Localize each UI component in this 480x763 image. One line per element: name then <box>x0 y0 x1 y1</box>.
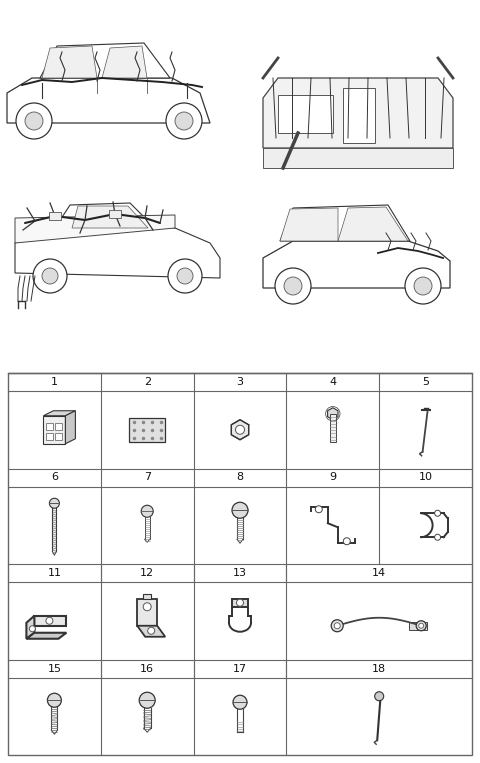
Circle shape <box>237 599 243 607</box>
Polygon shape <box>15 223 220 278</box>
Circle shape <box>166 103 202 139</box>
Text: 16: 16 <box>140 664 154 674</box>
Text: 3: 3 <box>237 377 243 387</box>
Polygon shape <box>137 626 165 637</box>
Circle shape <box>139 692 155 708</box>
Circle shape <box>284 277 302 295</box>
Text: 2: 2 <box>144 377 151 387</box>
Bar <box>409 622 427 629</box>
Text: 13: 13 <box>233 568 247 578</box>
Bar <box>8 373 472 755</box>
Polygon shape <box>72 206 148 228</box>
Polygon shape <box>232 599 248 607</box>
Circle shape <box>334 623 340 629</box>
Text: 6: 6 <box>51 472 58 482</box>
Bar <box>343 88 375 143</box>
Bar <box>5 8 230 183</box>
Bar <box>109 210 121 218</box>
Polygon shape <box>35 616 66 626</box>
Bar <box>55 433 62 439</box>
Bar <box>263 148 453 168</box>
Circle shape <box>175 112 193 130</box>
Polygon shape <box>263 241 450 288</box>
Circle shape <box>48 694 61 707</box>
Circle shape <box>375 692 384 700</box>
Circle shape <box>414 277 432 295</box>
Polygon shape <box>263 78 453 148</box>
Text: 9: 9 <box>329 472 336 482</box>
Circle shape <box>315 506 322 513</box>
Circle shape <box>434 510 441 517</box>
Circle shape <box>434 534 441 540</box>
Polygon shape <box>137 599 157 626</box>
Bar <box>47 433 53 439</box>
Circle shape <box>419 623 424 628</box>
Polygon shape <box>102 46 147 78</box>
Circle shape <box>29 626 36 632</box>
Polygon shape <box>15 215 175 243</box>
Polygon shape <box>55 203 155 228</box>
Circle shape <box>275 268 311 304</box>
Polygon shape <box>338 207 408 241</box>
Circle shape <box>25 112 43 130</box>
Bar <box>278 95 333 133</box>
Text: 7: 7 <box>144 472 151 482</box>
Text: 10: 10 <box>419 472 432 482</box>
Text: 12: 12 <box>140 568 154 578</box>
Text: 15: 15 <box>48 664 61 674</box>
Text: 1: 1 <box>51 377 58 387</box>
Circle shape <box>46 617 53 624</box>
Circle shape <box>236 425 244 434</box>
Bar <box>55 423 62 430</box>
Circle shape <box>405 268 441 304</box>
Text: 8: 8 <box>237 472 243 482</box>
Bar <box>52 504 57 551</box>
Text: 11: 11 <box>48 568 61 578</box>
Bar <box>47 423 53 430</box>
Polygon shape <box>65 410 75 444</box>
Circle shape <box>177 268 193 284</box>
Polygon shape <box>42 46 97 78</box>
Polygon shape <box>7 78 210 123</box>
Bar <box>49 212 61 220</box>
Polygon shape <box>40 43 170 78</box>
Text: 4: 4 <box>329 377 336 387</box>
Bar <box>5 193 230 368</box>
Text: 18: 18 <box>372 664 386 674</box>
Circle shape <box>49 498 60 508</box>
Circle shape <box>232 502 248 518</box>
Circle shape <box>143 603 151 610</box>
Bar <box>43 416 65 444</box>
Circle shape <box>148 627 155 634</box>
Circle shape <box>331 620 343 632</box>
Circle shape <box>343 538 350 545</box>
Polygon shape <box>26 616 35 639</box>
Circle shape <box>233 695 247 710</box>
Bar <box>240 193 475 368</box>
Polygon shape <box>231 420 249 439</box>
Text: 14: 14 <box>372 568 386 578</box>
Polygon shape <box>26 633 66 639</box>
Polygon shape <box>43 410 75 416</box>
Bar <box>143 594 151 599</box>
Circle shape <box>33 259 67 293</box>
Bar <box>330 414 336 442</box>
Circle shape <box>16 103 52 139</box>
Bar <box>129 418 165 442</box>
Polygon shape <box>328 407 338 420</box>
Circle shape <box>141 505 153 517</box>
Bar <box>240 8 475 183</box>
Circle shape <box>416 621 426 631</box>
Circle shape <box>42 268 58 284</box>
Polygon shape <box>280 205 410 241</box>
Text: 5: 5 <box>422 377 429 387</box>
Polygon shape <box>280 208 338 241</box>
Text: 17: 17 <box>233 664 247 674</box>
Circle shape <box>168 259 202 293</box>
